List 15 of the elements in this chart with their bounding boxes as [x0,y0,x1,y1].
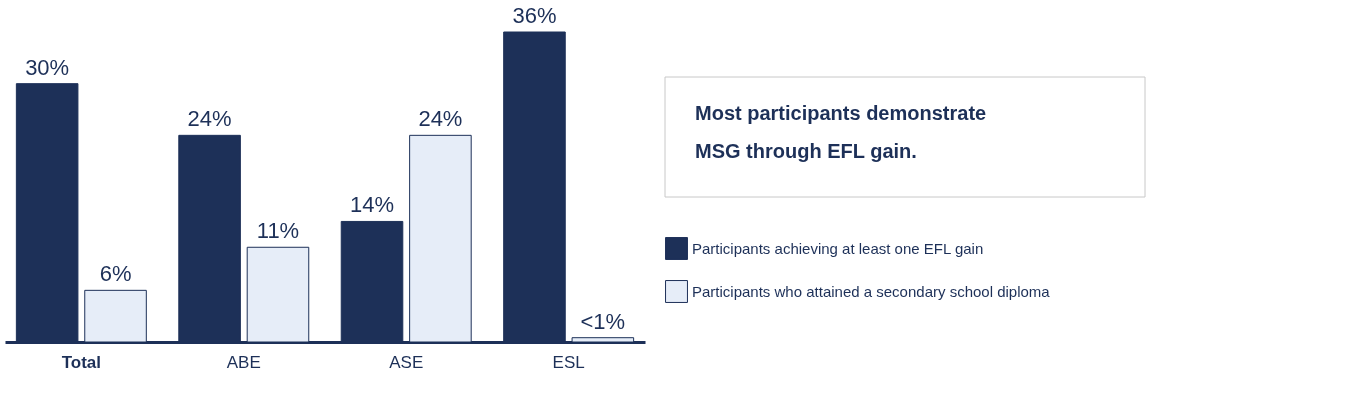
legend-label: Participants achieving at least one EFL gain [692,239,984,257]
data-label: 14% [350,192,395,218]
data-label: 24% [418,106,463,132]
data-label: 36% [512,3,557,28]
data-label: 30% [25,54,70,80]
legend-label: Participants who attained a secondary school diploma [692,282,1051,300]
data-label: <1% [580,308,626,334]
x-tick-label: ABE [226,352,261,372]
data-label: 6% [99,261,132,287]
text: Most participants demonstrate MSG through EFL gain. [695,102,987,162]
data-label: 11% [256,218,300,244]
x-tick-label: ASE [389,352,424,372]
x-tick-label: Total [61,352,102,372]
data-label: 24% [187,106,232,132]
x-tick-label: ESL [552,352,585,372]
